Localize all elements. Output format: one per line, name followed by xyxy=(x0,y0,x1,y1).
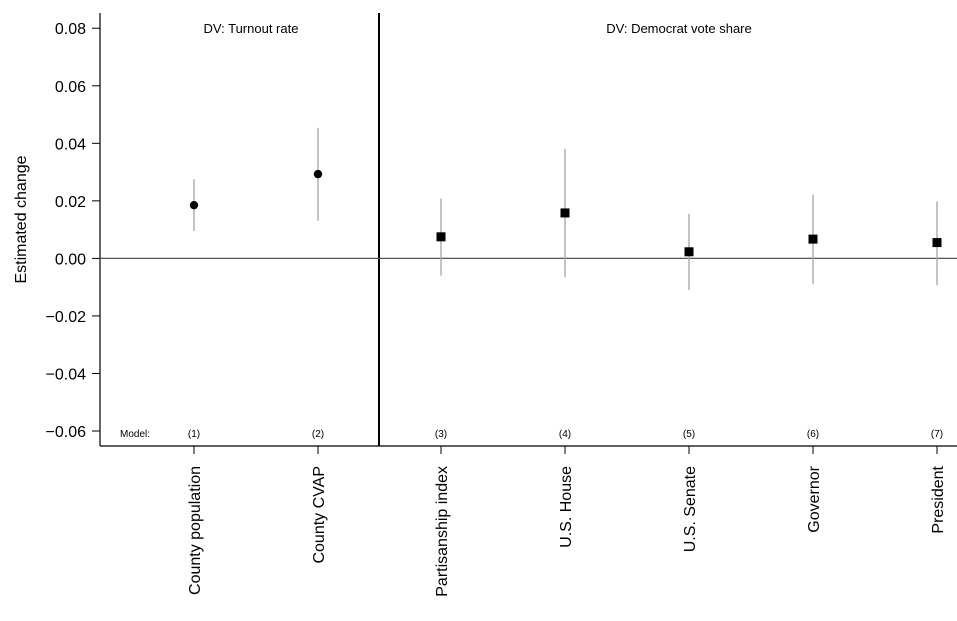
y-tick-label: 0.02 xyxy=(55,194,86,211)
point-estimate xyxy=(684,247,694,257)
y-tick-label: −0.02 xyxy=(46,309,87,326)
model-number: (2) xyxy=(312,429,324,440)
x-category-label: President xyxy=(930,465,947,533)
x-category-label: U.S. House xyxy=(558,466,575,548)
model-number: (3) xyxy=(435,429,447,440)
labels: 0.08 0.06 0.04 0.02 0.00 −0.02 −0.04 −0.06 Estim… xyxy=(13,21,947,597)
model-row-label: Model: xyxy=(120,429,150,440)
x-category-label: Governor xyxy=(806,465,823,532)
y-tick-label: 0.04 xyxy=(55,136,86,153)
point-estimate xyxy=(808,234,818,244)
model-number: (5) xyxy=(683,429,695,440)
point-estimate xyxy=(189,200,199,210)
model-number: (6) xyxy=(807,429,819,440)
y-tick-label: 0.08 xyxy=(55,21,86,38)
y-tick-label: −0.04 xyxy=(46,366,87,383)
y-tick-label: 0.06 xyxy=(55,79,86,96)
x-category-label: County CVAP xyxy=(311,466,328,564)
panel-title: DV: Turnout rate xyxy=(204,21,299,36)
x-category-label: U.S. Senate xyxy=(682,466,699,552)
model-number: (7) xyxy=(931,429,943,440)
x-category-label: Partisanship index xyxy=(434,466,451,597)
y-axis-label: Estimated change xyxy=(13,155,30,283)
point-estimate xyxy=(932,238,942,248)
axes xyxy=(92,13,957,454)
panel-title: DV: Democrat vote share xyxy=(606,21,751,36)
model-number: (1) xyxy=(188,429,200,440)
y-tick-label: 0.00 xyxy=(55,251,86,268)
model-number: (4) xyxy=(559,429,571,440)
x-category-label: County population xyxy=(187,466,204,595)
point-estimate xyxy=(313,169,323,179)
point-estimate xyxy=(560,208,570,218)
marks xyxy=(189,127,942,291)
y-tick-label: −0.06 xyxy=(46,424,87,441)
point-estimate xyxy=(436,232,446,242)
